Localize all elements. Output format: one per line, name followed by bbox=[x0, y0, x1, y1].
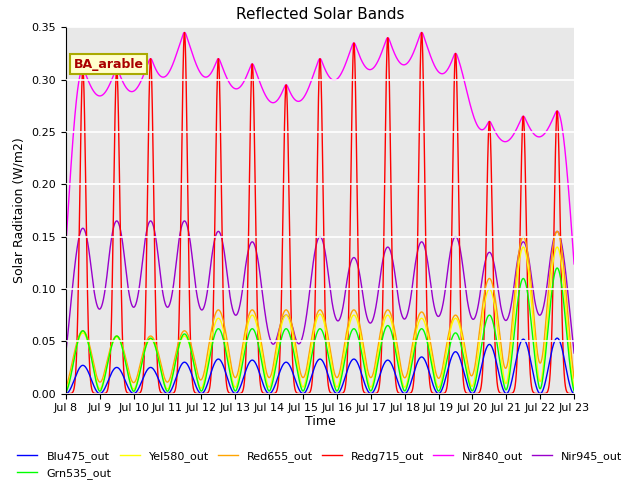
Red655_out bbox=[380, 314, 388, 320]
Grn535_out bbox=[554, 265, 561, 271]
Grn535_out bbox=[380, 330, 388, 336]
Yel580_out bbox=[257, 342, 264, 348]
Nir840_out bbox=[570, 261, 578, 267]
Redg715_out bbox=[180, 30, 188, 36]
Blu475_out bbox=[554, 335, 561, 341]
Nir945_out bbox=[521, 240, 529, 246]
Line: Red655_out: Red655_out bbox=[66, 231, 574, 388]
Nir840_out bbox=[62, 242, 70, 248]
Redg715_out bbox=[123, 389, 131, 395]
Redg715_out bbox=[521, 148, 529, 154]
Red655_out bbox=[62, 385, 70, 391]
Grn535_out bbox=[570, 388, 578, 394]
Red655_out bbox=[543, 303, 551, 309]
Nir840_out bbox=[123, 85, 131, 91]
Grn535_out bbox=[257, 353, 264, 359]
Red655_out bbox=[257, 335, 264, 341]
Text: BA_arable: BA_arable bbox=[74, 58, 143, 71]
Blu475_out bbox=[123, 381, 131, 387]
Blu475_out bbox=[543, 371, 551, 377]
Blu475_out bbox=[570, 391, 578, 396]
Yel580_out bbox=[554, 244, 561, 250]
X-axis label: Time: Time bbox=[305, 415, 335, 428]
Nir945_out bbox=[524, 248, 531, 253]
Nir840_out bbox=[180, 30, 188, 36]
Yel580_out bbox=[62, 388, 70, 394]
Nir840_out bbox=[521, 115, 529, 121]
Yel580_out bbox=[123, 363, 131, 369]
Redg715_out bbox=[62, 391, 70, 396]
Red655_out bbox=[524, 246, 531, 252]
Nir840_out bbox=[257, 82, 264, 87]
Nir945_out bbox=[62, 349, 70, 355]
Nir840_out bbox=[543, 127, 551, 133]
Nir945_out bbox=[257, 276, 264, 282]
Line: Nir945_out: Nir945_out bbox=[66, 221, 574, 353]
Nir945_out bbox=[380, 252, 388, 258]
Line: Yel580_out: Yel580_out bbox=[66, 247, 574, 391]
Legend: Blu475_out, Grn535_out, Yel580_out, Red655_out, Redg715_out, Nir840_out, Nir945_: Blu475_out, Grn535_out, Yel580_out, Red6… bbox=[13, 447, 627, 480]
Grn535_out bbox=[62, 389, 70, 395]
Grn535_out bbox=[123, 365, 131, 371]
Grn535_out bbox=[524, 287, 531, 293]
Yel580_out bbox=[524, 258, 531, 264]
Line: Nir840_out: Nir840_out bbox=[66, 33, 574, 264]
Yel580_out bbox=[570, 384, 578, 390]
Yel580_out bbox=[521, 246, 529, 252]
Grn535_out bbox=[521, 277, 529, 283]
Redg715_out bbox=[380, 225, 388, 231]
Blu475_out bbox=[380, 361, 388, 367]
Red655_out bbox=[123, 359, 131, 365]
Red655_out bbox=[521, 236, 529, 241]
Nir945_out bbox=[570, 350, 578, 356]
Nir840_out bbox=[380, 43, 388, 49]
Line: Redg715_out: Redg715_out bbox=[66, 33, 574, 394]
Redg715_out bbox=[570, 391, 578, 396]
Redg715_out bbox=[543, 389, 551, 395]
Nir945_out bbox=[113, 218, 120, 224]
Nir945_out bbox=[123, 275, 131, 281]
Line: Grn535_out: Grn535_out bbox=[66, 268, 574, 392]
Blu475_out bbox=[524, 343, 531, 348]
Blu475_out bbox=[521, 337, 529, 343]
Redg715_out bbox=[524, 270, 531, 276]
Y-axis label: Solar Raditaion (W/m2): Solar Raditaion (W/m2) bbox=[13, 138, 26, 283]
Red655_out bbox=[554, 228, 561, 234]
Nir840_out bbox=[524, 120, 531, 126]
Redg715_out bbox=[257, 384, 264, 389]
Yel580_out bbox=[380, 320, 388, 325]
Red655_out bbox=[570, 375, 578, 381]
Nir945_out bbox=[543, 281, 551, 287]
Grn535_out bbox=[543, 336, 551, 341]
Yel580_out bbox=[543, 321, 551, 327]
Title: Reflected Solar Bands: Reflected Solar Bands bbox=[236, 7, 404, 22]
Blu475_out bbox=[62, 391, 70, 396]
Line: Blu475_out: Blu475_out bbox=[66, 338, 574, 394]
Blu475_out bbox=[257, 373, 264, 379]
